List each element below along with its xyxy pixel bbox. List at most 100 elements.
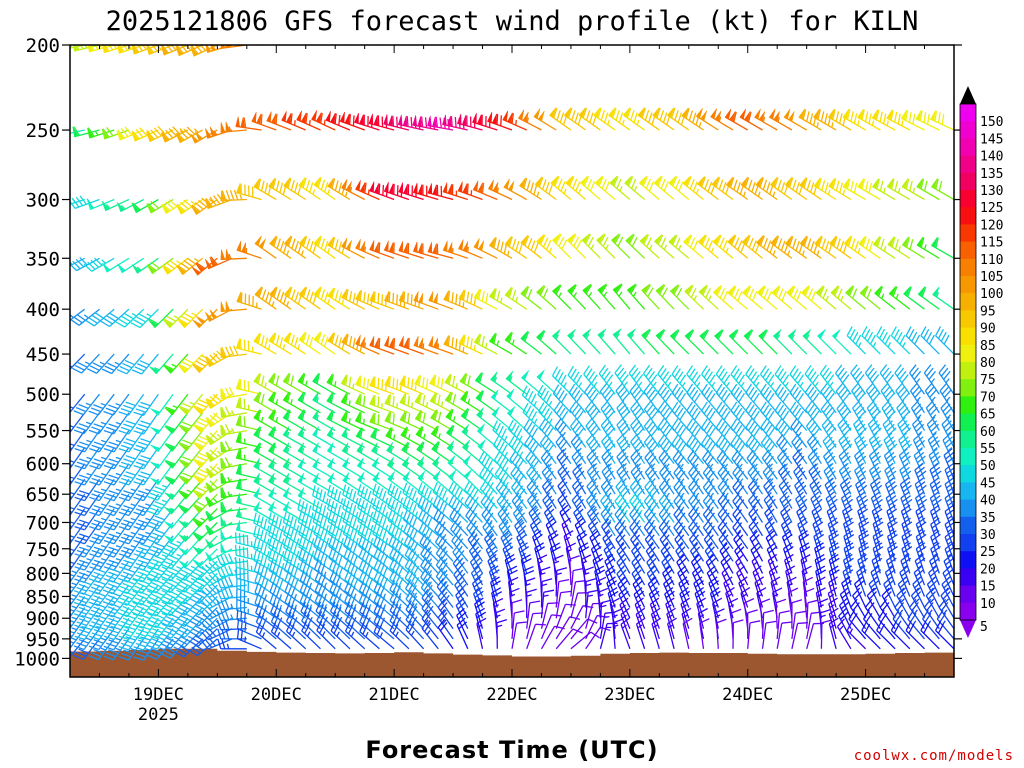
barb-pennant xyxy=(204,198,212,209)
barb-flag xyxy=(122,582,133,588)
barb-flag xyxy=(228,386,235,397)
barb-shaft xyxy=(113,493,130,516)
barb-pennant xyxy=(417,184,423,196)
wind-barb xyxy=(160,628,189,649)
barb-half-flag xyxy=(161,623,168,627)
barb-pennant xyxy=(220,529,226,540)
barb-shaft xyxy=(170,617,189,639)
barb-flag xyxy=(154,602,165,608)
barb-flag xyxy=(192,583,203,590)
barb-half-flag xyxy=(212,498,218,503)
wind-barb xyxy=(220,423,247,436)
barb-flag xyxy=(108,571,119,577)
barb-flag xyxy=(176,132,185,141)
barb-flag xyxy=(224,553,230,564)
barb-half-flag xyxy=(213,130,218,136)
barb-flag xyxy=(110,579,121,585)
barb-pennant xyxy=(190,205,200,215)
barb-flag xyxy=(152,504,163,510)
barb-flag xyxy=(205,482,215,491)
barb-flag xyxy=(119,597,131,603)
barb-pennant xyxy=(355,289,361,301)
barb-flag xyxy=(74,553,85,558)
barb-shaft xyxy=(198,560,218,581)
barb-pennant xyxy=(176,204,185,215)
barb-flag xyxy=(189,609,200,616)
barb-flag xyxy=(224,406,231,417)
barb-flag xyxy=(108,629,119,634)
barb-flag xyxy=(206,467,215,476)
barb-flag xyxy=(140,625,151,631)
barb-pennant xyxy=(220,122,226,133)
barb-flag xyxy=(74,481,85,486)
wind-barb xyxy=(133,393,159,417)
barb-pennant xyxy=(478,240,485,252)
barb-shaft xyxy=(142,535,159,558)
barb-half-flag xyxy=(414,38,417,43)
barb-flag xyxy=(116,368,127,375)
wind-barb xyxy=(89,493,115,517)
barb-flag xyxy=(225,190,231,201)
barb-pennant xyxy=(271,113,277,125)
barb-flag xyxy=(120,461,132,467)
barb-flag xyxy=(149,641,160,647)
barb-pennant xyxy=(398,291,404,303)
barb-pennant xyxy=(146,203,155,214)
barb-flag xyxy=(168,590,179,597)
wind-barb xyxy=(74,617,101,641)
barb-pennant xyxy=(537,110,545,122)
wind-barb xyxy=(132,607,159,629)
barb-flag xyxy=(168,601,179,608)
barb-shaft xyxy=(398,45,424,46)
barb-flag xyxy=(192,503,203,510)
barb-flag xyxy=(569,401,577,411)
barb-pennant xyxy=(373,115,378,126)
barb-flag xyxy=(120,426,132,432)
barb-flag xyxy=(89,448,100,453)
barb-half-flag xyxy=(216,450,222,456)
barb-pennant xyxy=(193,425,204,434)
barb-flag xyxy=(91,461,102,467)
barb-half-flag xyxy=(100,647,106,651)
barb-pennant xyxy=(433,292,438,304)
barb-flag xyxy=(60,564,70,572)
wind-barb xyxy=(430,425,454,449)
barb-flag xyxy=(103,624,114,629)
barb-flag xyxy=(166,544,177,551)
barb-shaft xyxy=(157,463,174,486)
barb-pennant xyxy=(355,411,361,423)
barb-flag xyxy=(165,406,176,412)
barb-flag xyxy=(120,620,131,626)
barb-shaft xyxy=(97,393,115,416)
barb-half-flag xyxy=(154,367,160,371)
barb-flag xyxy=(135,45,143,52)
barb-flag xyxy=(135,477,146,483)
barb-pennant xyxy=(205,399,215,409)
barb-half-flag xyxy=(256,302,258,308)
wind-barb xyxy=(161,617,189,639)
barb-flag xyxy=(224,387,231,398)
barb-flag xyxy=(106,549,117,555)
wind-barb xyxy=(70,45,85,51)
barb-shaft xyxy=(142,463,159,486)
wind-barb xyxy=(236,628,262,650)
barb-flag xyxy=(160,643,172,649)
barb-flag xyxy=(233,189,239,201)
barb-flag xyxy=(108,639,119,644)
barb-half-flag xyxy=(101,488,107,492)
barb-half-flag xyxy=(187,635,194,640)
barb-flag xyxy=(94,257,103,266)
barb-flag xyxy=(103,429,114,435)
barb-pennant xyxy=(178,443,190,452)
barb-pennant xyxy=(355,375,361,387)
barb-flag xyxy=(117,45,125,52)
barb-flag xyxy=(115,321,126,328)
barb-shaft xyxy=(236,598,262,609)
barb-shaft xyxy=(98,617,115,640)
barb-flag xyxy=(196,402,207,408)
barb-shaft xyxy=(570,592,579,619)
barb-flag xyxy=(239,579,242,590)
barb-flag xyxy=(89,539,100,545)
barb-half-flag xyxy=(244,40,246,45)
